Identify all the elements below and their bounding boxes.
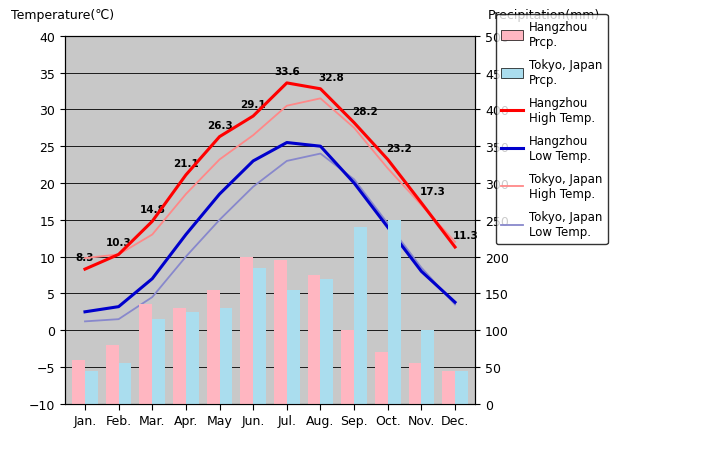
Bar bbox=[274, 261, 287, 404]
Bar bbox=[408, 364, 421, 404]
Bar bbox=[240, 257, 253, 404]
Bar bbox=[287, 290, 300, 404]
Bar bbox=[421, 330, 434, 404]
Bar bbox=[72, 360, 85, 404]
Bar bbox=[186, 312, 199, 404]
Bar bbox=[253, 268, 266, 404]
Bar bbox=[152, 319, 165, 404]
Bar bbox=[140, 305, 152, 404]
Text: 23.2: 23.2 bbox=[386, 143, 412, 153]
Text: 14.8: 14.8 bbox=[140, 205, 165, 215]
Bar bbox=[173, 308, 186, 404]
Bar bbox=[375, 353, 388, 404]
Bar bbox=[207, 290, 220, 404]
Legend: Hangzhou
Prcp., Tokyo, Japan
Prcp., Hangzhou
High Temp., Hangzhou
Low Temp., Tok: Hangzhou Prcp., Tokyo, Japan Prcp., Hang… bbox=[495, 15, 608, 245]
Text: 21.1: 21.1 bbox=[173, 159, 199, 168]
Bar bbox=[119, 364, 132, 404]
Bar bbox=[320, 279, 333, 404]
Bar bbox=[354, 228, 367, 404]
Bar bbox=[455, 371, 468, 404]
Text: 26.3: 26.3 bbox=[207, 120, 233, 130]
Text: 17.3: 17.3 bbox=[420, 186, 446, 196]
Bar bbox=[388, 220, 400, 404]
Text: 10.3: 10.3 bbox=[106, 238, 132, 248]
Text: Temperature(℃): Temperature(℃) bbox=[12, 9, 114, 22]
Bar bbox=[442, 371, 455, 404]
Bar bbox=[85, 371, 98, 404]
Bar bbox=[341, 330, 354, 404]
Text: 29.1: 29.1 bbox=[240, 100, 266, 110]
Bar bbox=[106, 345, 119, 404]
Text: 33.6: 33.6 bbox=[274, 67, 300, 77]
Text: 11.3: 11.3 bbox=[454, 230, 479, 241]
Text: 28.2: 28.2 bbox=[352, 106, 378, 117]
Bar bbox=[307, 275, 320, 404]
Text: 8.3: 8.3 bbox=[76, 252, 94, 263]
Text: Precipitation(mm): Precipitation(mm) bbox=[487, 9, 600, 22]
Text: 32.8: 32.8 bbox=[319, 73, 344, 83]
Bar bbox=[220, 308, 233, 404]
